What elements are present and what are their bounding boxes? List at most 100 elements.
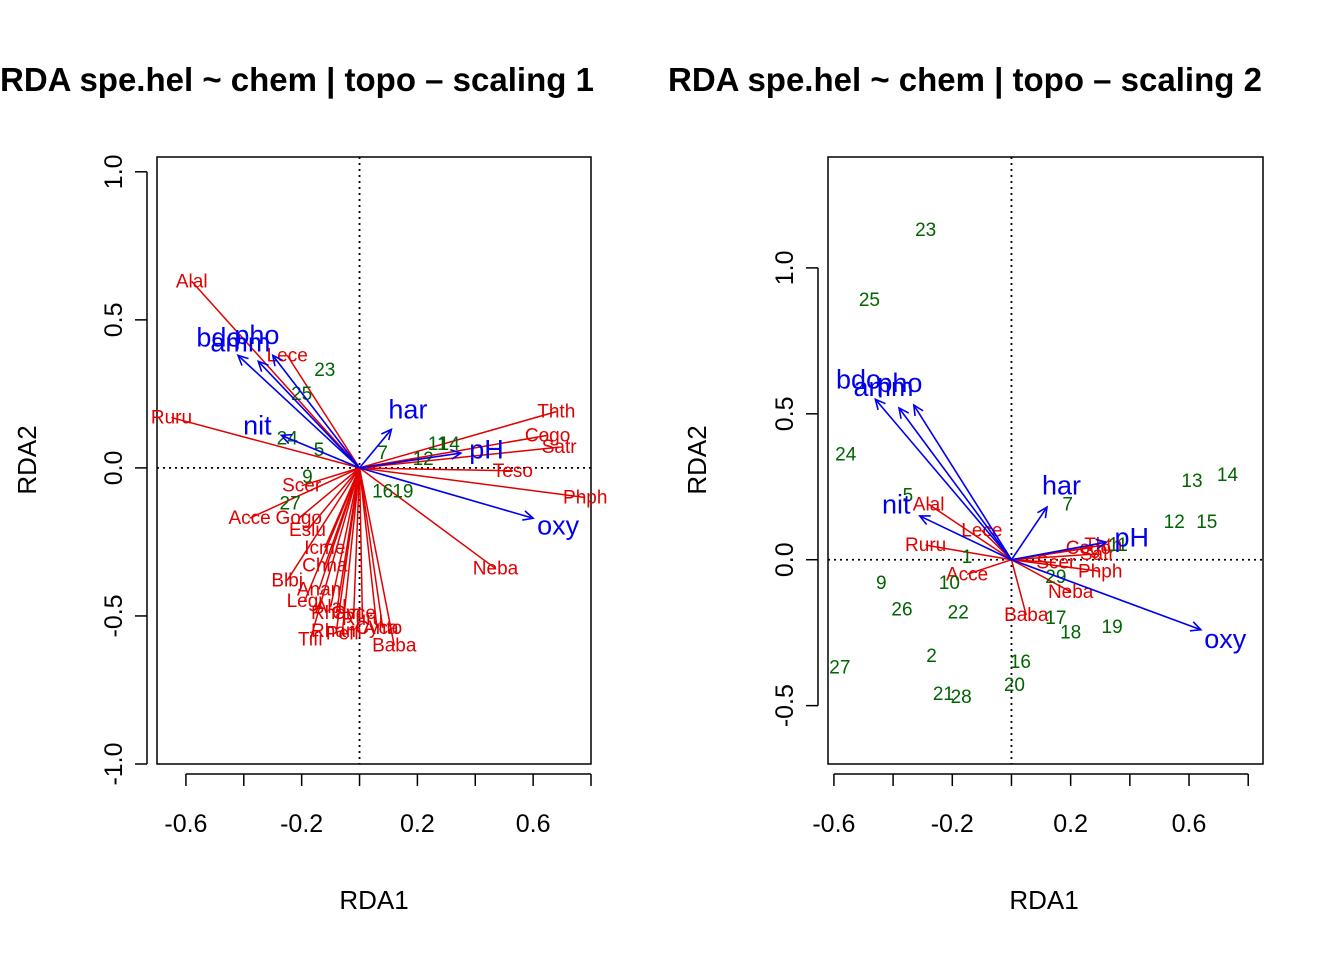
species-segment: [358, 467, 364, 619]
species-segment: [286, 354, 361, 469]
y-tick-label: 0.0: [771, 542, 799, 577]
site-label: 24: [835, 445, 857, 466]
site-label: 16: [1010, 652, 1031, 673]
species-label: Rham: [311, 621, 362, 642]
env-arrow-head: [522, 510, 535, 521]
species-segment: [358, 467, 378, 628]
env-arrow-head: [1189, 621, 1203, 632]
species-segment: [352, 467, 361, 614]
panel-2-title: RDA spe.hel ~ chem | topo – scaling 2: [668, 61, 1262, 98]
site-label: 12: [1164, 512, 1185, 533]
env-arrow-shaft: [359, 452, 461, 469]
species-label: Ruru: [342, 609, 383, 630]
env-arrow-shaft: [237, 354, 361, 469]
plot-frame: [827, 156, 1264, 765]
env-vector-label: oxy: [537, 510, 580, 540]
species-segment: [1011, 553, 1098, 561]
species-label: Alal: [913, 494, 945, 515]
y-tick-label: -1.0: [100, 742, 128, 785]
x-tick-label: -0.2: [931, 810, 974, 838]
env-vector-label: bdo: [196, 323, 241, 353]
site-label: 14: [439, 434, 461, 455]
species-segment: [1010, 559, 1027, 616]
env-arrow-shaft: [919, 515, 1012, 561]
species-label: Pefl: [326, 624, 359, 645]
y-axis: -0.5 0.0 0.5 1.0: [771, 251, 819, 727]
species-segment: [301, 467, 360, 487]
species-segment: [359, 410, 557, 469]
site-label: 27: [280, 493, 301, 514]
species-label: Eslu: [289, 520, 326, 541]
env-vector-label: pho: [234, 320, 279, 350]
x-tick-label: 0.2: [1053, 810, 1088, 838]
species-label: Phph: [1078, 561, 1122, 582]
panel-scaling-1: RDA spe.hel ~ chem | topo – scaling 1 -0…: [0, 61, 607, 915]
env-vector-label: har: [1042, 471, 1081, 501]
species-segment: [928, 503, 1012, 561]
env-arrow-head: [381, 427, 393, 441]
species-label: Acce: [228, 508, 270, 529]
env-vector-label: pH: [1114, 522, 1149, 552]
species-segment: [249, 467, 360, 519]
site-label: 12: [413, 449, 434, 470]
species-label: Scer: [1036, 553, 1076, 574]
species-segment: [309, 467, 361, 640]
species-label: Alal: [315, 597, 347, 618]
species-label: Tifi: [298, 630, 323, 651]
site-label: 10: [939, 573, 960, 594]
species-segment: [191, 280, 361, 469]
species-segment: [359, 446, 560, 469]
env-arrow-head: [1037, 505, 1049, 519]
x-tick-label: -0.6: [812, 810, 855, 838]
site-label: 29: [1045, 567, 1066, 588]
species-segment: [329, 467, 361, 608]
species-label: Satr: [1080, 544, 1116, 565]
plot-frame: [156, 156, 592, 765]
env-arrow-shaft: [281, 434, 360, 469]
species-segment: [359, 467, 496, 570]
species-segment: [171, 416, 360, 469]
species-segment: [303, 467, 361, 602]
species-label: Baba: [1004, 605, 1049, 626]
env-vector-label: pH: [469, 434, 504, 464]
env-arrow-head: [450, 449, 463, 460]
site-label: 27: [829, 658, 850, 679]
site-label: 9: [302, 467, 313, 488]
species-segment: [298, 467, 361, 519]
species-label: Anto: [363, 618, 402, 639]
env-vector-label: har: [388, 394, 427, 424]
env-vector-label: amm: [854, 372, 914, 402]
y-tick-label: 0.5: [771, 396, 799, 431]
species-label: Icme: [304, 538, 345, 559]
panel-1-y-axis-label: RDA2: [12, 425, 42, 494]
x-tick-label: -0.2: [280, 810, 323, 838]
species-label: Gyce: [332, 603, 376, 624]
env-arrow-head: [912, 403, 924, 417]
species-label: Gogo: [276, 508, 322, 529]
env-vector-label: amm: [210, 327, 270, 357]
env-arrow-head: [257, 359, 269, 373]
species-label: Alal: [176, 271, 208, 292]
site-label: 26: [891, 599, 912, 620]
site-label: 7: [1062, 494, 1073, 515]
env-vector-label: oxy: [1204, 624, 1247, 654]
species-segment: [341, 467, 361, 634]
env-arrow-shaft: [1011, 558, 1202, 631]
env-arrow-head: [271, 353, 283, 367]
species-label: Neba: [1048, 582, 1094, 603]
site-label: 21: [933, 684, 954, 705]
site-label: 17: [1045, 608, 1066, 629]
x-tick-label: 0.2: [400, 810, 435, 838]
site-label: 23: [314, 360, 335, 381]
species-segment: [1011, 558, 1101, 573]
y-axis: -1.0 -0.5 0.0 0.5 1.0: [100, 154, 148, 786]
site-label: 16: [372, 482, 393, 503]
y-tick-label: 1.0: [771, 251, 799, 286]
env-vector-label: bdo: [836, 364, 881, 394]
site-label: 25: [859, 290, 880, 311]
species-label: Teso: [493, 461, 533, 482]
species-label: Legi: [287, 591, 323, 612]
